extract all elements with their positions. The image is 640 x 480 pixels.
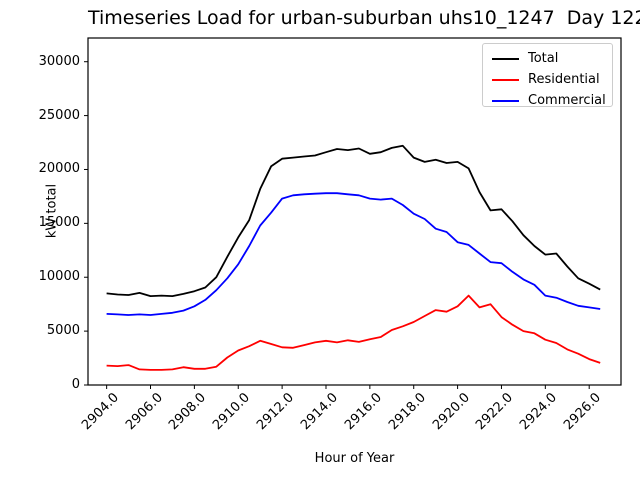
x-axis-label: Hour of Year [314, 451, 395, 466]
y-tick-label: 0 [71, 377, 80, 392]
y-tick-label: 10000 [38, 269, 80, 285]
legend-entry-commercial: Commercial [492, 92, 612, 109]
legend-line-sample-total [492, 57, 519, 60]
y-tick-label: 25000 [38, 107, 80, 123]
legend-line-sample-commercial [492, 99, 519, 102]
y-tick-label: 5000 [46, 323, 80, 339]
y-tick-label: 15000 [38, 215, 80, 231]
legend-entry-residential: Residential [492, 71, 612, 88]
legend-line-sample-residential [492, 78, 519, 81]
axes-spines [87, 37, 622, 386]
commercial-line [106, 192, 601, 316]
total-line [106, 144, 601, 298]
y-tick-label: 30000 [38, 53, 80, 69]
y-tick-label: 20000 [38, 161, 80, 177]
legend-label-commercial: Commercial [528, 93, 606, 108]
residential-line [106, 294, 601, 371]
legend-entry-total: Total [492, 50, 612, 67]
legend-label-residential: Residential [528, 72, 600, 87]
legend: Total Residential Commercial [482, 43, 613, 109]
legend-label-total: Total [528, 51, 559, 66]
